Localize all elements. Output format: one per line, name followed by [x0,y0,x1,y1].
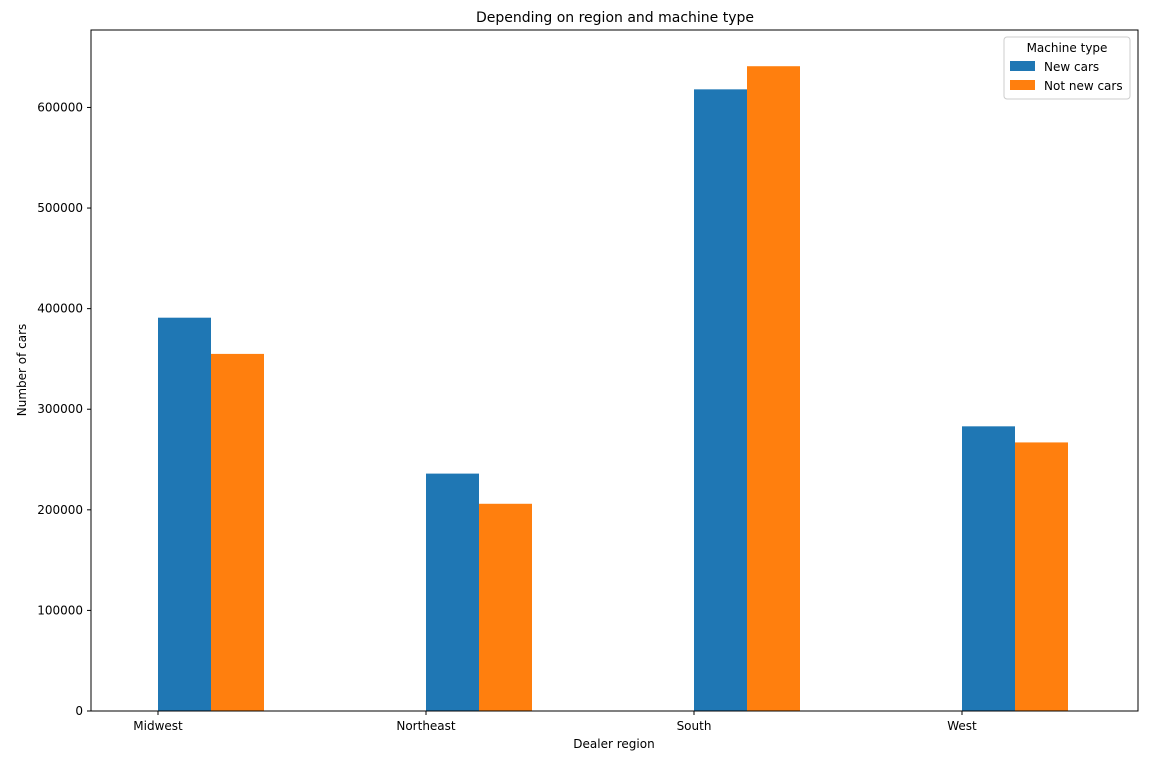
bar-northeast-not-new-cars [479,503,532,711]
y-axis-ticks: 0 100000 200000 300000 400000 500000 600000 [37,100,91,718]
legend-label-not-new-cars: Not new cars [1044,79,1123,93]
x-tick-label: West [947,719,977,733]
bar-midwest-not-new-cars [211,353,264,711]
legend-title: Machine type [1027,41,1108,55]
bar-west-not-new-cars [1015,442,1068,711]
x-tick-label: South [677,719,712,733]
x-tick-label: Northeast [396,719,456,733]
x-axis-ticks: Midwest Northeast South West [133,711,977,733]
y-tick-label: 600000 [37,100,83,114]
x-tick-label: Midwest [133,719,183,733]
legend-swatch-not-new-cars [1010,80,1035,90]
bar-midwest-new-cars [158,317,211,711]
bar-south-new-cars [694,89,747,712]
x-axis-label: Dealer region [573,737,654,751]
y-tick-label: 300000 [37,402,83,416]
bars-group [158,66,1068,712]
legend-label-new-cars: New cars [1044,60,1099,74]
y-tick-label: 0 [75,704,83,718]
y-tick-label: 200000 [37,503,83,517]
y-tick-label: 100000 [37,603,83,617]
y-tick-label: 500000 [37,201,83,215]
legend: Machine type New cars Not new cars [1003,36,1131,100]
y-axis-label: Number of cars [15,324,29,417]
bar-west-new-cars [962,426,1015,711]
plot-frame [90,29,1139,712]
legend-swatch-new-cars [1010,61,1035,71]
chart-title: Depending on region and machine type [476,10,754,26]
legend-box [1003,36,1131,100]
bar-south-not-new-cars [747,66,800,711]
bar-northeast-new-cars [426,473,479,711]
y-tick-label: 400000 [37,302,83,316]
